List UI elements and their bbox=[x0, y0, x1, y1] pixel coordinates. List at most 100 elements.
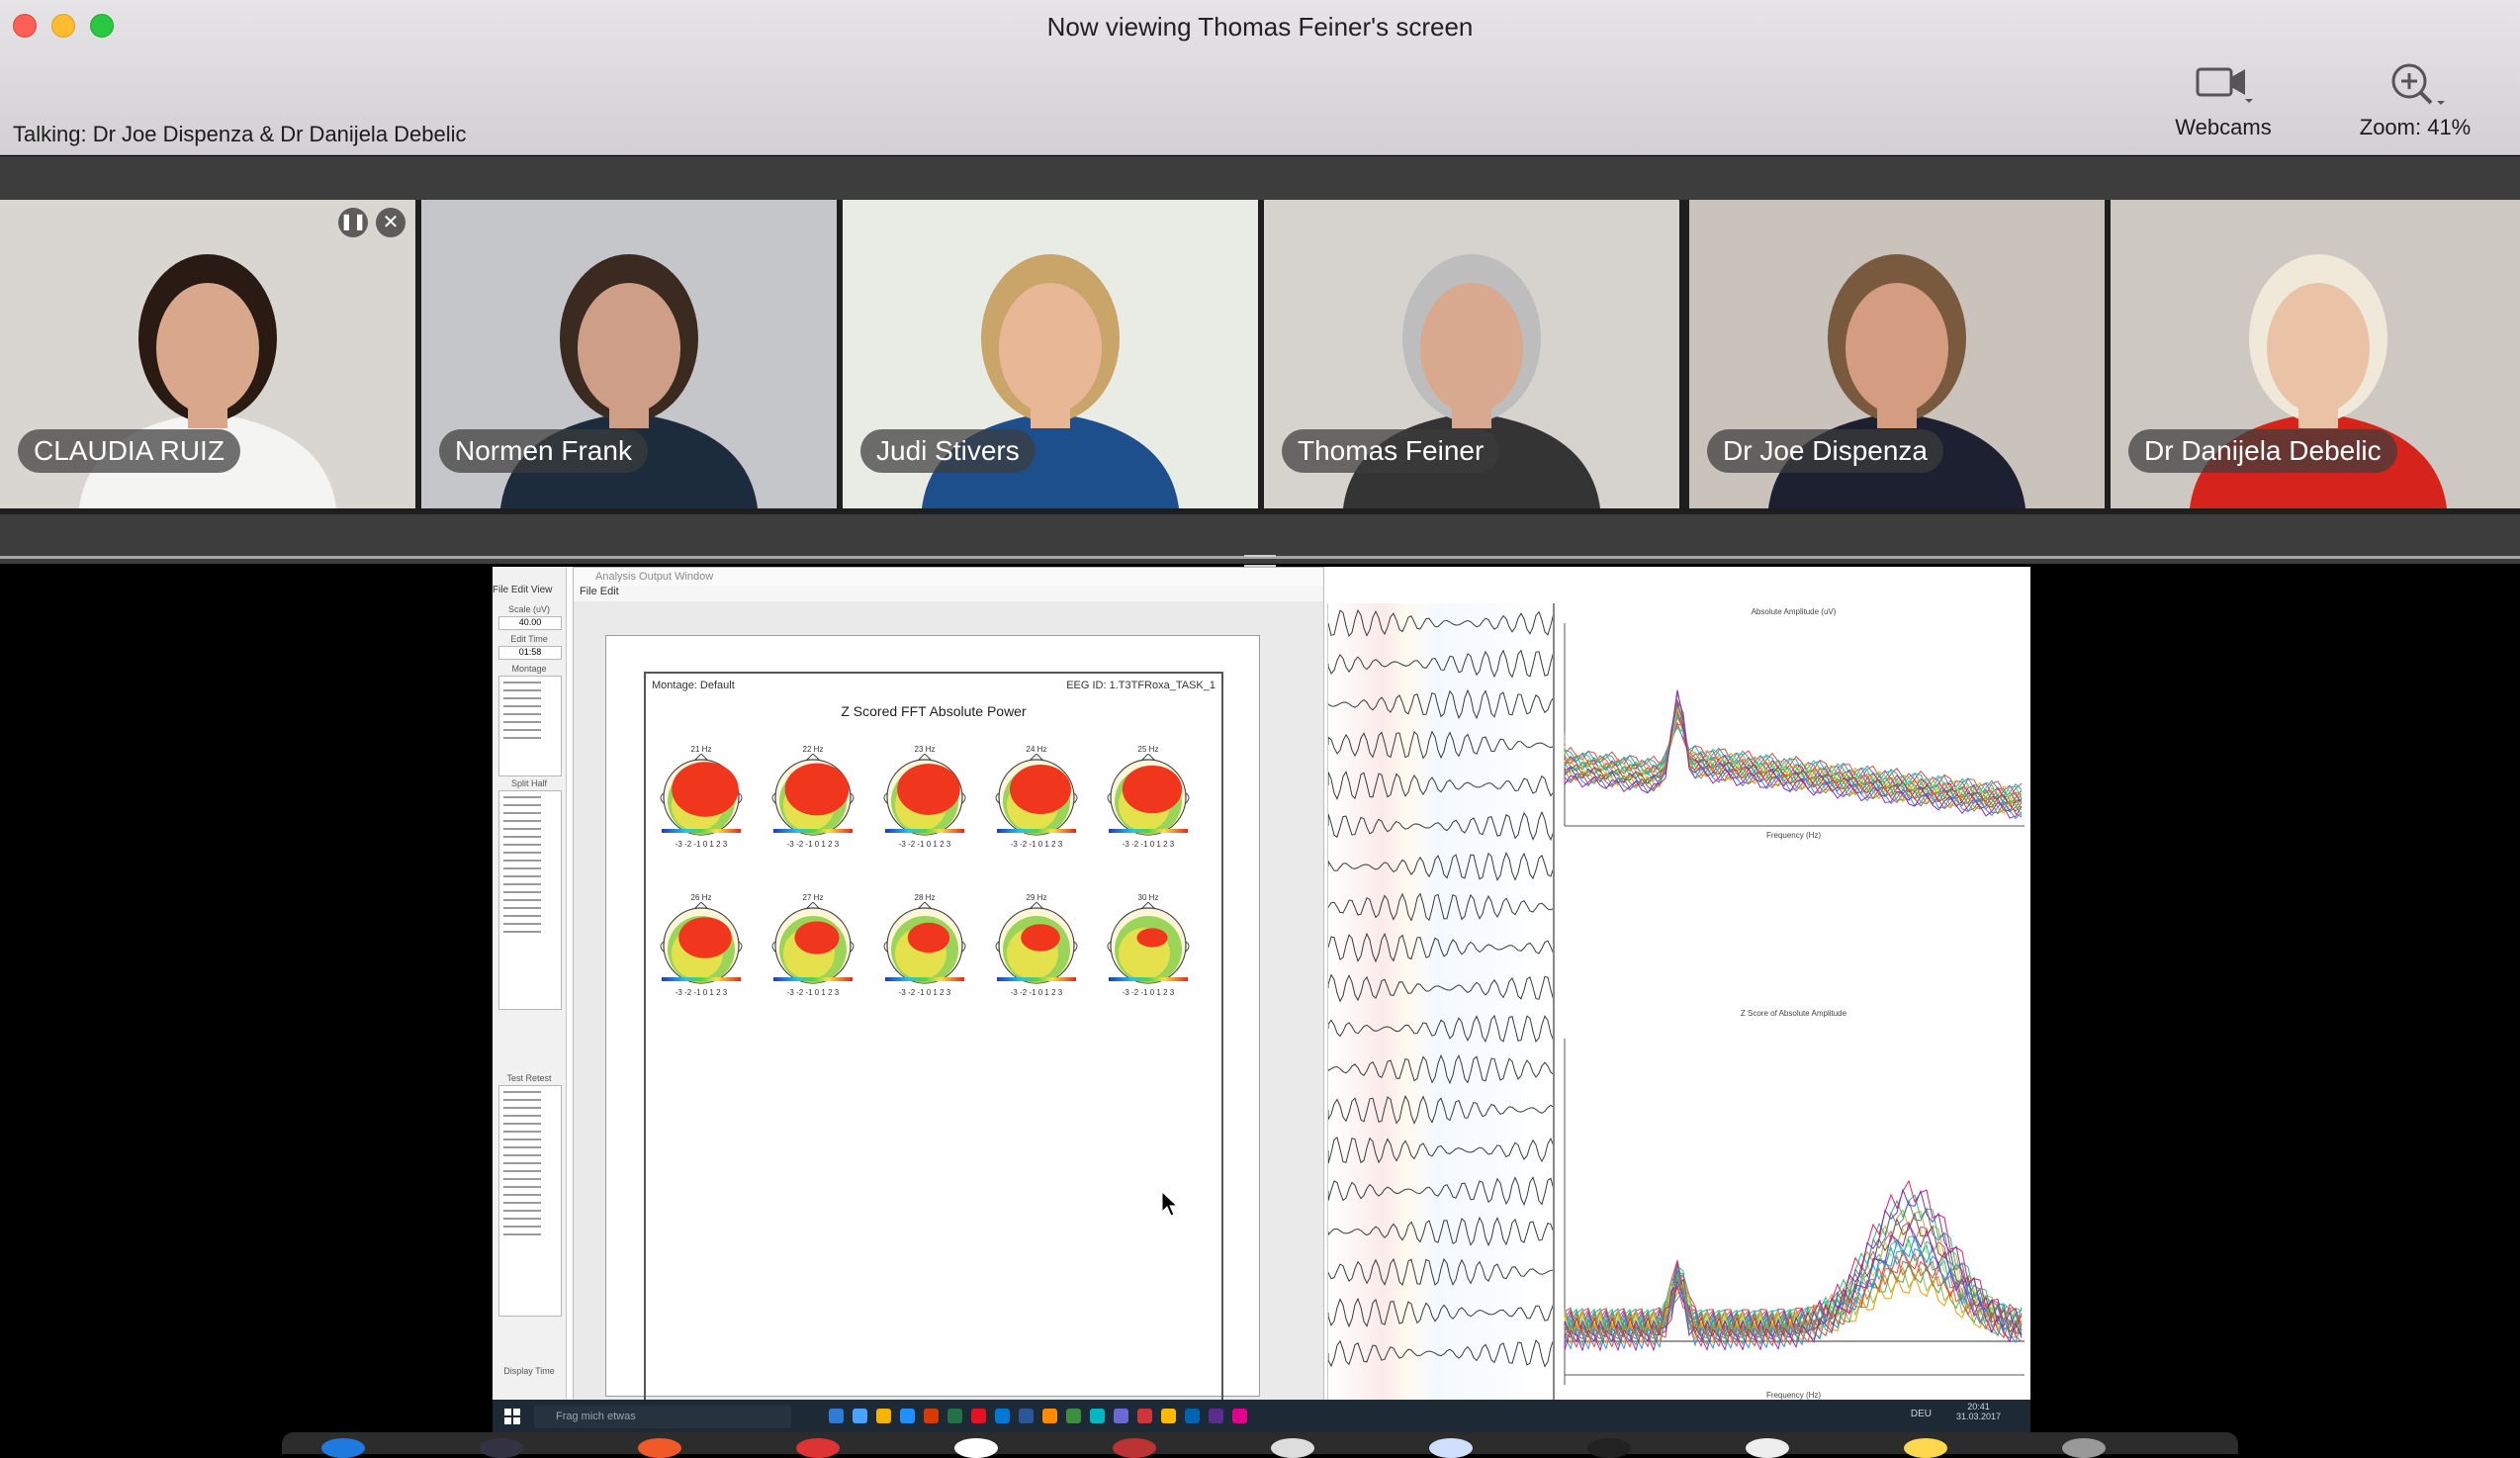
dock-app-icon[interactable] bbox=[321, 1438, 365, 1458]
windows-start-icon[interactable] bbox=[504, 1409, 520, 1424]
taskbar-app-icon[interactable] bbox=[1090, 1409, 1105, 1423]
color-scale-ticks: -3 -2 -1 0 1 2 3 bbox=[675, 988, 728, 997]
topo-map-frequency: 30 Hz bbox=[1137, 893, 1159, 902]
taskbar-app-icon[interactable] bbox=[1209, 1409, 1223, 1423]
output-window-title: Analysis Output Window bbox=[574, 568, 1323, 586]
taskbar-app-icon[interactable] bbox=[900, 1409, 915, 1423]
dock-app-icon[interactable] bbox=[2062, 1438, 2106, 1458]
zoom-button[interactable]: Zoom: 41% bbox=[2326, 59, 2504, 148]
dock-app-icon[interactable] bbox=[1271, 1438, 1314, 1458]
taskbar-app-icon[interactable] bbox=[1042, 1409, 1057, 1423]
taskbar-app-icon[interactable] bbox=[1137, 1409, 1152, 1423]
shared-screen[interactable]: File Edit View Scale (uV) 40.00 Edit Tim… bbox=[493, 567, 2030, 1432]
montage-list[interactable] bbox=[498, 676, 562, 776]
taskbar-time: 20:41 bbox=[1967, 1402, 1990, 1412]
topo-map-frequency: 28 Hz bbox=[914, 893, 936, 902]
test-retest-label: Test Retest bbox=[506, 1073, 552, 1083]
close-window-button[interactable] bbox=[13, 14, 37, 38]
taskbar-app-icon[interactable] bbox=[995, 1409, 1010, 1423]
participant-tile[interactable]: Judi Stivers bbox=[843, 200, 1258, 508]
output-window-menu[interactable]: File Edit bbox=[574, 586, 1323, 601]
topo-map: 27 Hz -3 -2 -1 0 1 2 3 bbox=[764, 893, 862, 1002]
participant-tile[interactable]: CLAUDIA RUIZ ❚❚ ✕ bbox=[0, 200, 415, 508]
participant-tile[interactable]: Thomas Feiner bbox=[1264, 200, 1679, 508]
close-video-icon[interactable]: ✕ bbox=[376, 208, 405, 237]
webcams-label: Webcams bbox=[2175, 115, 2272, 139]
pause-video-icon[interactable]: ❚❚ bbox=[338, 208, 368, 237]
taskbar-search-input[interactable]: Frag mich etwas bbox=[534, 1406, 791, 1428]
display-time-label: Display Time bbox=[503, 1366, 555, 1376]
topo-map-frequency: 25 Hz bbox=[1137, 745, 1159, 754]
control-panel-menu[interactable]: File Edit View bbox=[493, 585, 553, 595]
taskbar-app-icon[interactable] bbox=[829, 1409, 844, 1423]
participant-name: Dr Danijela Debelic bbox=[2128, 429, 2397, 473]
edit-time-input[interactable]: 01:58 bbox=[498, 646, 562, 660]
split-half-label: Split Half bbox=[510, 778, 547, 788]
window-title: Now viewing Thomas Feiner's screen bbox=[1046, 12, 1474, 42]
dock-app-icon[interactable] bbox=[1587, 1438, 1631, 1458]
taskbar-app-icon[interactable] bbox=[1161, 1409, 1176, 1423]
color-scale-ticks: -3 -2 -1 0 1 2 3 bbox=[675, 840, 728, 849]
test-retest-list[interactable] bbox=[498, 1085, 562, 1317]
webcam-icon bbox=[2196, 67, 2253, 103]
participant-tile[interactable]: Dr Joe Dispenza bbox=[1689, 200, 2105, 508]
zoom-window-button[interactable] bbox=[90, 14, 114, 38]
edit-time-label: Edit Time bbox=[510, 634, 548, 644]
eeg-window-titlebar bbox=[1327, 567, 2030, 603]
eeg-control-panel: File Edit View Scale (uV) 40.00 Edit Tim… bbox=[493, 567, 567, 1401]
keyboard-language[interactable]: DEU bbox=[1910, 1409, 1932, 1419]
dock-app-icon[interactable] bbox=[796, 1438, 840, 1458]
dock-app-icon[interactable] bbox=[480, 1438, 523, 1458]
dock-app-icon[interactable] bbox=[1904, 1438, 1947, 1458]
participant-tile[interactable]: Dr Danijela Debelic bbox=[2111, 200, 2520, 508]
minimize-window-button[interactable] bbox=[51, 14, 75, 38]
color-scale-ticks: -3 -2 -1 0 1 2 3 bbox=[1122, 840, 1175, 849]
topo-map-frequency: 26 Hz bbox=[690, 893, 712, 902]
analysis-output-window: Analysis Output Window File Edit Montage… bbox=[573, 567, 1324, 1404]
taskbar-app-icon[interactable] bbox=[1019, 1409, 1034, 1423]
taskbar-app-icon[interactable] bbox=[971, 1409, 986, 1423]
topo-map: 25 Hz -3 -2 -1 0 1 2 3 bbox=[1099, 745, 1198, 854]
topo-map-frequency: 21 Hz bbox=[690, 745, 712, 754]
taskbar-clock[interactable]: 20:41 31.03.2017 bbox=[1956, 1402, 2001, 1421]
montage-text: Montage: Default bbox=[652, 680, 735, 691]
topo-map-frequency: 27 Hz bbox=[802, 893, 824, 902]
taskbar-app-icon[interactable] bbox=[947, 1409, 962, 1423]
color-scale-ticks: -3 -2 -1 0 1 2 3 bbox=[786, 988, 840, 997]
taskbar-app-icon[interactable] bbox=[924, 1409, 939, 1423]
dock-app-icon[interactable] bbox=[638, 1438, 681, 1458]
split-half-list[interactable] bbox=[498, 790, 562, 1010]
topo-map: 28 Hz -3 -2 -1 0 1 2 3 bbox=[875, 893, 974, 1002]
dock-app-icon[interactable] bbox=[1746, 1438, 1789, 1458]
taskbar-app-icon[interactable] bbox=[876, 1409, 891, 1423]
zoom-level-label: Zoom: 41% bbox=[2359, 115, 2472, 139]
taskbar-app-icon[interactable] bbox=[853, 1409, 867, 1423]
color-scale-ticks: -3 -2 -1 0 1 2 3 bbox=[898, 988, 951, 997]
title-bar: Now viewing Thomas Feiner's screen Talki… bbox=[0, 0, 2520, 155]
dock-app-icon[interactable] bbox=[1429, 1438, 1473, 1458]
participant-name: Thomas Feiner bbox=[1282, 429, 1500, 473]
topo-map: 29 Hz -3 -2 -1 0 1 2 3 bbox=[987, 893, 1086, 1002]
topo-map-frequency: 23 Hz bbox=[914, 745, 936, 754]
webcams-button[interactable]: Webcams bbox=[2134, 59, 2312, 148]
taskbar-app-icon[interactable] bbox=[1185, 1409, 1200, 1423]
scale-input[interactable]: 40.00 bbox=[498, 616, 562, 630]
scale-label: Scale (uV) bbox=[507, 604, 551, 614]
participant-name: Dr Joe Dispenza bbox=[1707, 429, 1943, 473]
taskbar-app-icon[interactable] bbox=[1232, 1409, 1247, 1423]
talking-indicator: Talking: Dr Joe Dispenza & Dr Danijela D… bbox=[13, 122, 467, 146]
taskbar-app-icon[interactable] bbox=[1066, 1409, 1081, 1423]
resize-grip-icon[interactable] bbox=[1244, 555, 1276, 567]
spectra-panel: Absolute Amplitude (uV) Frequency (Hz) Z… bbox=[1553, 603, 2030, 1401]
participant-name: Judi Stivers bbox=[860, 429, 1035, 473]
participant-strip: CLAUDIA RUIZ ❚❚ ✕ Normen Frank Judi Stivers T… bbox=[0, 200, 2520, 514]
color-scale-ticks: -3 -2 -1 0 1 2 3 bbox=[1010, 840, 1063, 849]
taskbar-app-icon[interactable] bbox=[1114, 1409, 1128, 1423]
spectra-bottom-xlabel: Frequency (Hz) bbox=[1765, 1391, 1822, 1400]
dock-app-icon[interactable] bbox=[1113, 1438, 1156, 1458]
topo-map: 22 Hz -3 -2 -1 0 1 2 3 bbox=[764, 745, 862, 854]
dock-app-icon[interactable] bbox=[954, 1438, 998, 1458]
spectra-top-xlabel: Frequency (Hz) bbox=[1765, 831, 1822, 840]
participant-tile[interactable]: Normen Frank bbox=[421, 200, 837, 508]
split-divider[interactable] bbox=[0, 514, 2520, 567]
